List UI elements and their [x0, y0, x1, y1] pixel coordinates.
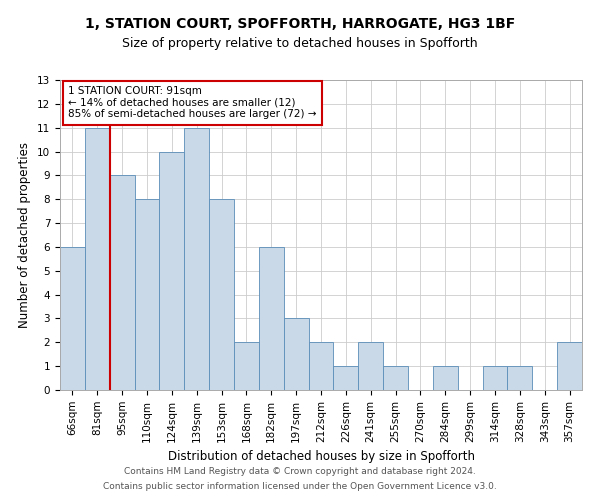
Text: Size of property relative to detached houses in Spofforth: Size of property relative to detached ho… [122, 38, 478, 51]
Bar [160, 152, 184, 390]
Text: 1 STATION COURT: 91sqm
← 14% of detached houses are smaller (12)
85% of semi-det: 1 STATION COURT: 91sqm ← 14% of detached… [68, 86, 316, 120]
Bar [134, 199, 160, 390]
Bar [60, 247, 85, 390]
Bar [234, 342, 259, 390]
Bar [284, 318, 308, 390]
Bar [557, 342, 582, 390]
Text: Contains HM Land Registry data © Crown copyright and database right 2024.: Contains HM Land Registry data © Crown c… [124, 467, 476, 476]
Bar [334, 366, 358, 390]
Bar [110, 176, 134, 390]
Text: Contains public sector information licensed under the Open Government Licence v3: Contains public sector information licen… [103, 482, 497, 491]
Text: 1, STATION COURT, SPOFFORTH, HARROGATE, HG3 1BF: 1, STATION COURT, SPOFFORTH, HARROGATE, … [85, 18, 515, 32]
Bar [508, 366, 532, 390]
Bar [184, 128, 209, 390]
Bar [383, 366, 408, 390]
Bar [85, 128, 110, 390]
Y-axis label: Number of detached properties: Number of detached properties [19, 142, 31, 328]
Bar [433, 366, 458, 390]
Bar [358, 342, 383, 390]
Bar [259, 247, 284, 390]
Bar [482, 366, 508, 390]
Bar [209, 199, 234, 390]
X-axis label: Distribution of detached houses by size in Spofforth: Distribution of detached houses by size … [167, 450, 475, 463]
Bar [308, 342, 334, 390]
